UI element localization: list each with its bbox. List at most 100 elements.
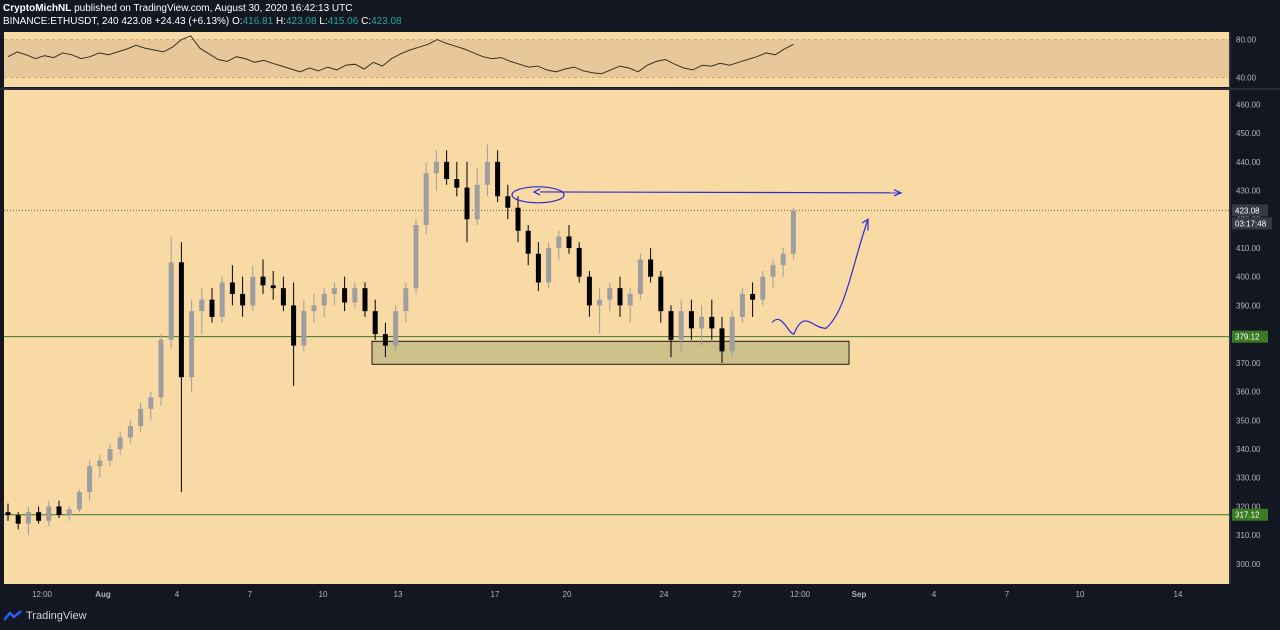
candle-body [311,305,317,312]
candle-body [393,311,399,346]
candle-body [678,311,684,340]
candle-body [556,236,562,248]
candle-body [199,299,205,312]
candle-body [597,299,603,306]
candle-body [739,293,745,317]
last-price-badge [1232,204,1268,217]
y-tick-label: 370.00 [1236,359,1261,368]
countdown-badge [1232,217,1272,230]
candle-body [372,311,378,335]
candle-body [403,288,409,312]
candle-body [25,512,31,524]
resistance-arrowhead [893,189,903,197]
candle-body [699,316,705,329]
last-price: 423.08 [121,16,152,27]
tradingview-brand[interactable]: TradingView [4,610,87,622]
close-label: C: [361,16,372,27]
rsi-band [4,39,1229,78]
candle-body [76,492,82,510]
y-tick-label: 360.00 [1236,388,1261,397]
candle-body [413,224,419,289]
brand-label: TradingView [26,610,87,622]
resistance-arrow-tail [532,188,541,196]
highlight-ellipse [511,186,565,204]
high-label: H: [275,16,286,27]
rsi-y-tick-label: 80.00 [1236,36,1257,45]
countdown-label: 03:17:48 [1235,219,1267,228]
candle-body [189,311,195,378]
support-level-label: 317.12 [1235,511,1260,520]
x-tick-label: Sep [852,590,867,599]
x-tick-label: 12:00 [790,590,811,599]
candle-body [607,288,613,300]
candle-body [321,293,327,306]
candle-body [546,247,552,283]
candle-body [790,210,796,254]
x-tick-label: 7 [248,590,253,599]
published-text: published on TradingView.com, August 30,… [74,3,353,14]
candle-body [576,247,582,277]
candle-body [566,236,572,248]
candle-body [15,515,21,524]
y-tick-label: 460.00 [1236,100,1261,109]
candle-body [688,311,694,329]
candle-body [66,509,72,516]
candle-body [525,230,531,254]
y-tick-label: 390.00 [1236,301,1261,310]
candle-body [454,179,460,188]
candle-body [505,196,511,208]
y-tick-label: 430.00 [1236,187,1261,196]
candle-body [270,285,276,289]
candle-body [352,288,358,303]
symbol-name[interactable]: BINANCE:ETHUSDT, 240 [3,16,119,27]
rsi-y-tick-label: 40.00 [1236,74,1257,83]
y-tick-label: 310.00 [1236,531,1261,540]
candle-body [719,328,725,352]
support-level-badge [1232,330,1268,343]
candle-body [301,311,307,346]
y-tick-label: 410.00 [1236,244,1261,253]
tradingview-logo-icon [4,610,22,621]
candle-body [444,161,450,180]
candle-body [250,276,256,306]
projection-arrowhead [861,218,869,231]
close-value: 423.08 [371,16,402,27]
candle-body [158,339,164,398]
candle-body [178,262,184,378]
author-name[interactable]: CryptoMichNL [3,3,72,14]
candle-body [709,316,715,329]
candle-body [260,276,266,286]
candle-body [240,293,246,306]
y-tick-label: 300.00 [1236,560,1261,569]
candle-body [56,506,62,516]
candle-body [138,408,144,427]
x-tick-label: Aug [95,590,111,599]
candle-body [535,253,541,283]
x-tick-label: 12:00 [32,590,53,599]
candle-body [97,460,103,467]
x-tick-label: 17 [491,590,500,599]
candle-body [495,161,501,197]
candle-body [750,293,756,300]
y-tick-label: 320.00 [1236,502,1261,511]
candle-body [209,299,215,317]
support-level-badge [1232,508,1268,521]
x-tick-label: 27 [733,590,742,599]
candle-body [627,293,633,306]
candle-body [87,466,93,493]
candle-body [362,288,368,312]
candle-body [117,437,123,450]
candle-body [474,184,480,220]
candle-body [46,506,52,521]
candle-body [760,276,766,300]
candle-body [668,311,674,340]
last-price-label: 423.08 [1235,206,1260,215]
candle-body [515,207,521,231]
price-change: +24.43 (+6.13%) [154,16,230,27]
y-tick-label: 450.00 [1236,129,1261,138]
y-tick-label: 330.00 [1236,474,1261,483]
x-tick-label: 13 [394,590,403,599]
candle-body [780,253,786,266]
publisher-line: CryptoMichNL published on TradingView.co… [3,3,352,14]
